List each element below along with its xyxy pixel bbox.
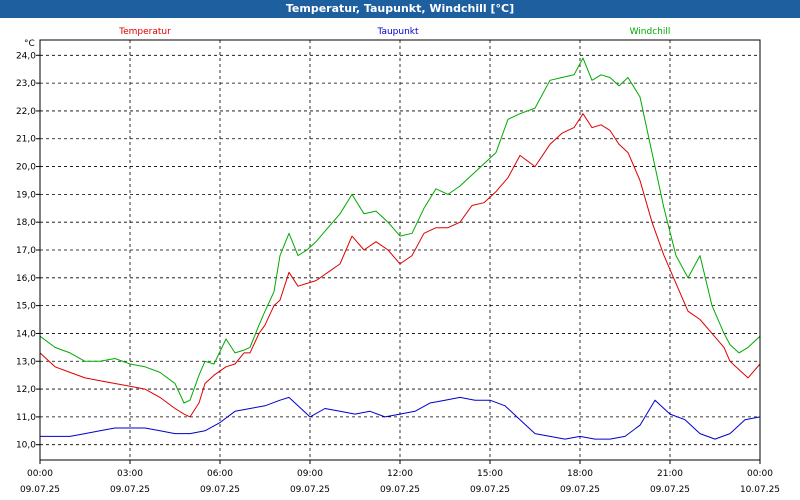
window-title: Temperatur, Taupunkt, Windchill [°C] — [0, 0, 800, 18]
y-tick-label: 16,0 — [16, 274, 36, 284]
legend-label-windchill: Windchill — [630, 27, 671, 37]
legend-label-temperatur: Temperatur — [118, 27, 171, 37]
x-tick-date-label: 09.07.25 — [650, 485, 690, 495]
y-tick-label: 18,0 — [16, 218, 36, 228]
x-tick-time-label: 21:00 — [657, 469, 683, 479]
series-line-temperatur — [39, 113, 761, 418]
y-tick-label: 20,0 — [16, 163, 36, 173]
x-tick-time-label: 06:00 — [207, 469, 233, 479]
x-tick-date-label: 10.07.25 — [740, 485, 780, 495]
y-tick-label: 21,0 — [16, 135, 36, 145]
y-axis: 10,0 11,0 12,0 13,0 14,0 15,0 16,0 17,0 18,0 19,0… — [16, 51, 40, 451]
grid-lines — [40, 40, 760, 460]
y-tick-label: 19,0 — [16, 190, 36, 200]
y-tick-label: 17,0 — [16, 246, 36, 256]
y-tick-label: 13,0 — [16, 357, 36, 367]
x-tick-date-label: 09.07.25 — [20, 485, 60, 495]
x-tick-date-label: 09.07.25 — [470, 485, 510, 495]
legend: Temperatur Taupunkt Windchill — [118, 27, 670, 37]
plot-frame — [39, 39, 761, 461]
x-tick-date-label: 09.07.25 — [560, 485, 600, 495]
x-tick-date-label: 09.07.25 — [110, 485, 150, 495]
series-line-windchill — [39, 57, 761, 404]
y-axis-unit: °C — [24, 39, 35, 49]
x-tick-time-label: 15:00 — [477, 469, 503, 479]
y-tick-label: 12,0 — [16, 385, 36, 395]
y-tick-label: 15,0 — [16, 302, 36, 312]
x-tick-time-label: 00:00 — [747, 469, 773, 479]
x-tick-date-label: 09.07.25 — [200, 485, 240, 495]
y-tick-label: 24,0 — [16, 51, 36, 61]
series-line-taupunkt — [40, 396, 761, 440]
y-tick-label: 22,0 — [16, 107, 36, 117]
x-tick-time-label: 03:00 — [117, 469, 143, 479]
y-tick-label: 10,0 — [16, 441, 36, 451]
legend-label-taupunkt: Taupunkt — [376, 27, 419, 37]
y-tick-label: 14,0 — [16, 329, 36, 339]
y-tick-label: 23,0 — [16, 79, 36, 89]
x-tick-date-label: 09.07.25 — [380, 485, 420, 495]
y-tick-label: 11,0 — [16, 413, 36, 423]
x-tick-time-label: 00:00 — [27, 469, 53, 479]
x-axis: 00:00 09.07.25 03:00 09.07.25 06:00 09.07.25 0… — [20, 460, 780, 495]
x-tick-date-label: 09.07.25 — [290, 485, 330, 495]
x-tick-time-label: 12:00 — [387, 469, 413, 479]
x-tick-time-label: 09:00 — [297, 469, 323, 479]
x-tick-time-label: 18:00 — [567, 469, 593, 479]
line-chart: 10,0 11,0 12,0 13,0 14,0 15,0 16,0 17,0 18,0 19,0… — [16, 27, 780, 495]
series-lines — [39, 57, 761, 440]
